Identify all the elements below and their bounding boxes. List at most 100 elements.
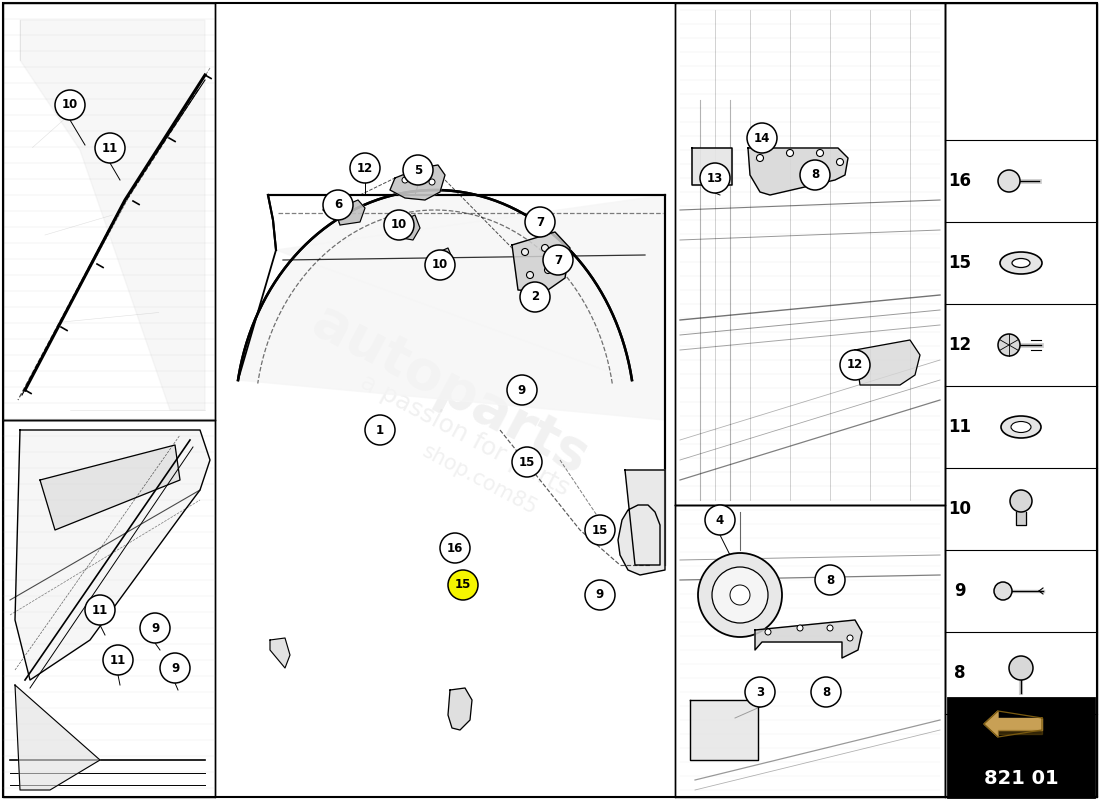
Text: 11: 11: [110, 654, 126, 666]
Text: a passion for parts: a passion for parts: [356, 370, 574, 501]
Polygon shape: [692, 148, 732, 185]
Circle shape: [747, 123, 777, 153]
Polygon shape: [1016, 512, 1026, 525]
Circle shape: [730, 585, 750, 605]
Circle shape: [585, 515, 615, 545]
Text: 11: 11: [948, 418, 971, 436]
Circle shape: [525, 207, 556, 237]
Polygon shape: [690, 700, 758, 760]
Polygon shape: [512, 232, 570, 292]
Polygon shape: [360, 162, 376, 180]
Polygon shape: [336, 200, 365, 225]
Polygon shape: [238, 190, 666, 420]
Circle shape: [350, 153, 380, 183]
Circle shape: [544, 266, 551, 274]
Circle shape: [527, 271, 534, 278]
Text: 14: 14: [754, 131, 770, 145]
Polygon shape: [984, 711, 998, 737]
Circle shape: [85, 595, 116, 625]
Text: 9: 9: [954, 582, 966, 600]
Circle shape: [403, 155, 433, 185]
Text: 821 01: 821 01: [983, 769, 1058, 787]
Circle shape: [440, 533, 470, 563]
Text: 10: 10: [390, 218, 407, 231]
Circle shape: [323, 190, 353, 220]
Text: 15: 15: [592, 523, 608, 537]
Circle shape: [847, 635, 852, 641]
Circle shape: [786, 150, 793, 157]
Circle shape: [520, 282, 550, 312]
Circle shape: [541, 245, 549, 251]
Circle shape: [521, 249, 528, 255]
Polygon shape: [755, 620, 862, 658]
Text: 15: 15: [454, 578, 471, 591]
Text: 10: 10: [432, 258, 448, 271]
Circle shape: [429, 179, 434, 185]
Circle shape: [994, 582, 1012, 600]
Text: 3: 3: [756, 686, 764, 698]
Circle shape: [840, 350, 870, 380]
Circle shape: [448, 570, 478, 600]
Circle shape: [816, 150, 824, 157]
Text: 7: 7: [554, 254, 562, 266]
Text: 8: 8: [955, 664, 966, 682]
Circle shape: [998, 334, 1020, 356]
Text: 8: 8: [822, 686, 830, 698]
Circle shape: [798, 625, 803, 631]
Text: 9: 9: [151, 622, 160, 634]
Text: 15: 15: [519, 455, 536, 469]
Polygon shape: [448, 688, 472, 730]
Text: 11: 11: [92, 603, 108, 617]
Text: shop.com85: shop.com85: [419, 442, 541, 518]
Polygon shape: [270, 638, 290, 668]
Text: 8: 8: [826, 574, 834, 586]
Circle shape: [585, 580, 615, 610]
Circle shape: [998, 170, 1020, 192]
Text: 12: 12: [356, 162, 373, 174]
Text: 4: 4: [716, 514, 724, 526]
Circle shape: [836, 158, 844, 166]
Text: 7: 7: [954, 746, 966, 764]
Circle shape: [140, 613, 170, 643]
Polygon shape: [40, 445, 180, 530]
Text: 13: 13: [707, 171, 723, 185]
Circle shape: [402, 177, 408, 183]
Circle shape: [1009, 656, 1033, 680]
Circle shape: [700, 163, 730, 193]
Polygon shape: [432, 248, 453, 272]
Circle shape: [815, 565, 845, 595]
Text: 9: 9: [518, 383, 526, 397]
Text: 12: 12: [948, 336, 971, 354]
Circle shape: [827, 625, 833, 631]
Circle shape: [745, 677, 776, 707]
Polygon shape: [20, 20, 205, 410]
Text: 9: 9: [596, 589, 604, 602]
Circle shape: [507, 375, 537, 405]
Text: 10: 10: [62, 98, 78, 111]
Circle shape: [757, 154, 763, 162]
Circle shape: [365, 415, 395, 445]
Text: 16: 16: [948, 172, 971, 190]
Circle shape: [705, 505, 735, 535]
Text: 1: 1: [376, 423, 384, 437]
Circle shape: [95, 133, 125, 163]
FancyBboxPatch shape: [948, 698, 1094, 797]
Ellipse shape: [1000, 252, 1042, 274]
Circle shape: [712, 567, 768, 623]
Polygon shape: [15, 685, 100, 790]
Circle shape: [1010, 740, 1032, 762]
Circle shape: [384, 210, 414, 240]
Polygon shape: [390, 165, 446, 200]
Text: autoparts: autoparts: [302, 294, 597, 486]
Text: 11: 11: [102, 142, 118, 154]
Circle shape: [543, 245, 573, 275]
Circle shape: [1016, 746, 1026, 756]
Text: 10: 10: [948, 500, 971, 518]
Circle shape: [764, 629, 771, 635]
Text: 5: 5: [414, 163, 422, 177]
Polygon shape: [15, 430, 210, 680]
Circle shape: [1010, 490, 1032, 512]
Text: 9: 9: [170, 662, 179, 674]
Ellipse shape: [1012, 258, 1030, 267]
Circle shape: [425, 250, 455, 280]
